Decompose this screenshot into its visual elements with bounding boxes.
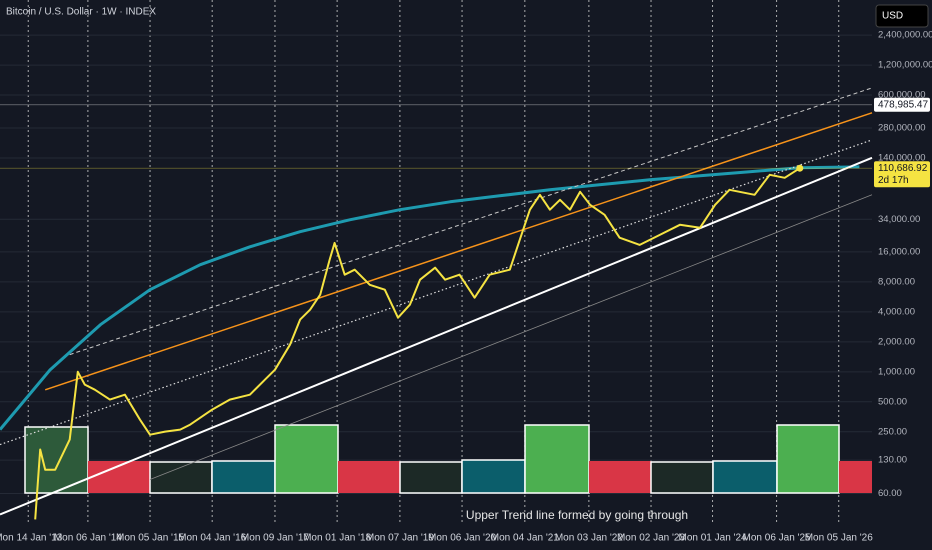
x-tick-label: Mon 03 Jan '22 [555, 533, 624, 544]
y-tick-label: 280,000.00 [878, 123, 926, 134]
y-tick-label: 500.00 [878, 396, 907, 407]
price-tag-sublabel: 2d 17h [878, 175, 909, 186]
y-tick-label: 8,000.00 [878, 276, 915, 287]
y-tick-label: 600,000.00 [878, 90, 926, 101]
box [712, 460, 778, 494]
time-axis [0, 526, 872, 550]
y-tick-label: 60.00 [878, 488, 902, 499]
box [839, 461, 872, 493]
y-tick-label: 2,400,000.00 [878, 30, 932, 41]
y-tick-label: 34,000.00 [878, 214, 920, 225]
chart-title: Bitcoin / U.S. Dollar · 1W · INDEX [6, 7, 156, 18]
x-tick-label: Mon 14 Jan '13 [0, 533, 63, 544]
series-line [34, 167, 801, 520]
y-tick-label: 2,000.00 [878, 336, 915, 347]
currency-label[interactable]: USD [882, 11, 903, 22]
price-tag-label: 478,985.47 [878, 99, 928, 110]
x-tick-label: Mon 04 Jan '16 [178, 533, 247, 544]
price-tag [874, 161, 930, 188]
x-tick-label: Mon 05 Jan '26 [805, 533, 874, 544]
y-tick-label: 1,200,000.00 [878, 60, 932, 71]
series-line [69, 87, 873, 356]
box [461, 459, 526, 494]
series-line [0, 156, 873, 516]
x-tick-label: Mon 09 Jan '17 [241, 533, 310, 544]
currency-button[interactable] [875, 4, 929, 28]
y-tick-label: 4,000.00 [878, 306, 915, 317]
box [399, 461, 463, 494]
y-tick-label: 140,000.00 [878, 153, 926, 164]
x-tick-label: Mon 06 Jan '14 [54, 533, 123, 544]
x-tick-label: Mon 01 Jan '18 [303, 533, 372, 544]
y-tick-label: 130.00 [878, 455, 907, 466]
box [274, 424, 339, 494]
box [650, 461, 714, 494]
x-tick-label: Mon 06 Jan '20 [428, 533, 497, 544]
box [776, 424, 840, 494]
x-tick-label: Mon 07 Jan '19 [366, 533, 435, 544]
x-tick-label: Mon 02 Jan '23 [617, 533, 686, 544]
price-tag-label: 110,686.92 [878, 163, 928, 174]
x-tick-label: Mon 06 Jan '25 [743, 533, 812, 544]
y-tick-label: 16,000.00 [878, 246, 920, 257]
series-line [149, 194, 873, 480]
x-tick-label: Mon 04 Jan '21 [491, 533, 560, 544]
box [589, 461, 651, 493]
series-line [44, 112, 873, 391]
x-tick-label: Mon 05 Jan '15 [116, 533, 185, 544]
box [338, 461, 400, 493]
annotation: Upper Trend line formed by going through [466, 508, 688, 522]
box [149, 461, 213, 494]
seasonal-boxes [24, 424, 872, 494]
box [211, 460, 276, 494]
box [524, 424, 590, 494]
price-axis [872, 0, 932, 550]
x-tick-label: Mon 01 Jan '24 [679, 533, 748, 544]
y-tick-label: 1,000.00 [878, 366, 915, 377]
price-tag [874, 97, 930, 112]
series-line [0, 165, 860, 431]
y-tick-label: 250.00 [878, 426, 907, 437]
